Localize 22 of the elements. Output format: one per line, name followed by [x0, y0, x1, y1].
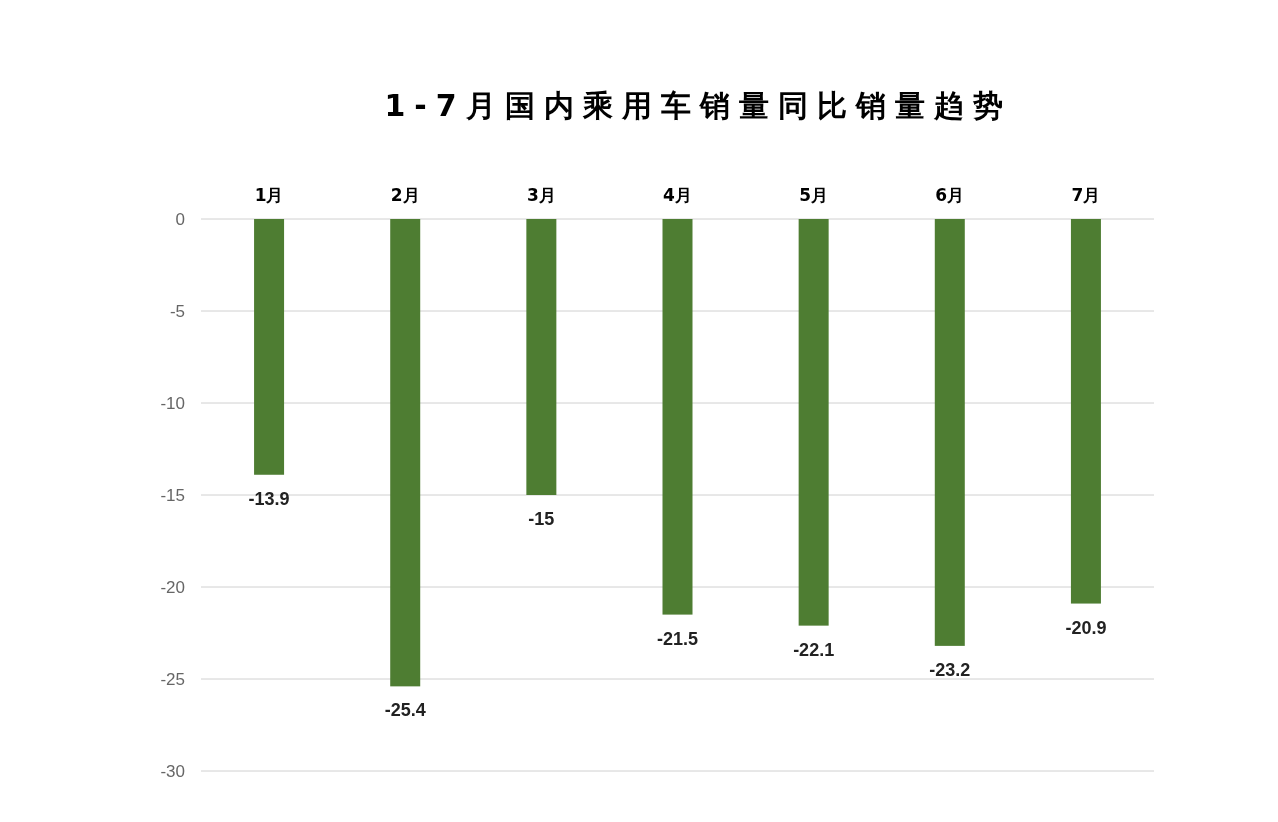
y-tick-label: -30 [160, 761, 185, 781]
data-label: -22.1 [793, 639, 835, 660]
x-tick-label: 3月 [526, 185, 556, 205]
data-label: -15 [528, 509, 555, 529]
y-tick-label: -5 [169, 301, 185, 321]
chart-title: 1-7月国内乘用车销量同比销量趋势 [384, 88, 1012, 123]
x-tick-label: 1月 [254, 185, 284, 205]
y-tick-label: 0 [175, 209, 185, 229]
data-label: -13.9 [248, 488, 290, 509]
x-tick-label: 5月 [799, 185, 829, 205]
data-label: -25.4 [384, 700, 426, 721]
x-tick-label: 2月 [390, 185, 420, 205]
y-tick-label: -25 [160, 669, 185, 689]
x-tick-label: 7月 [1071, 185, 1101, 205]
data-label: -21.5 [656, 628, 699, 649]
x-tick-label: 6月 [935, 185, 965, 205]
y-tick-label: -20 [160, 577, 185, 597]
y-tick-label: -10 [160, 393, 185, 413]
data-label: -20.9 [1065, 617, 1107, 638]
y-tick-label: -15 [160, 485, 185, 505]
data-label: -23.2 [929, 659, 971, 680]
x-tick-label: 4月 [663, 185, 692, 205]
